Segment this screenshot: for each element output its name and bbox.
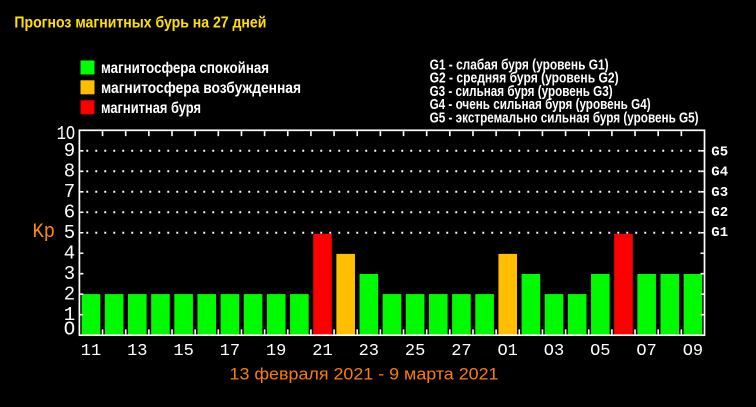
svg-text:G3 - сильная буря (уровень G3): G3 - сильная буря (уровень G3) (430, 84, 613, 100)
svg-text:O9: O9 (683, 342, 703, 361)
svg-text:2: 2 (64, 284, 75, 306)
svg-text:13: 13 (127, 342, 147, 361)
svg-text:O3: O3 (544, 342, 564, 361)
svg-text:G4 - очень сильная буря (урове: G4 - очень сильная буря (уровень G4) (430, 97, 651, 113)
svg-text:9: 9 (64, 140, 75, 162)
svg-text:Kp: Kp (33, 221, 56, 244)
svg-text:G1: G1 (711, 225, 728, 241)
svg-text:3: 3 (64, 263, 75, 285)
svg-text:G2: G2 (711, 205, 728, 221)
svg-text:G4: G4 (711, 165, 728, 181)
svg-text:магнитосфера возбужденная: магнитосфера возбужденная (101, 80, 301, 97)
svg-text:15: 15 (173, 342, 193, 361)
svg-text:27: 27 (451, 342, 471, 361)
svg-text:O: O (64, 319, 75, 341)
svg-text:1: 1 (64, 304, 75, 326)
svg-text:23: 23 (359, 342, 379, 361)
svg-text:Прогноз магнитных бурь на 27 д: Прогноз магнитных бурь на 27 дней (14, 15, 266, 32)
svg-text:11: 11 (81, 342, 101, 361)
svg-text:G2 - средняя буря (уровень G2): G2 - средняя буря (уровень G2) (430, 71, 619, 87)
svg-text:1O: 1O (57, 123, 76, 145)
svg-text:25: 25 (405, 342, 425, 361)
svg-text:G5 - экстремально сильная буря: G5 - экстремально сильная буря (уровень … (430, 111, 699, 127)
svg-text:O1: O1 (497, 342, 517, 361)
svg-text:O5: O5 (590, 342, 610, 361)
svg-text:6: 6 (64, 202, 75, 224)
svg-text:8: 8 (64, 161, 75, 183)
svg-text:G5: G5 (711, 145, 728, 161)
svg-text:19: 19 (266, 342, 286, 361)
svg-text:G1 - слабая буря (уровень G1): G1 - слабая буря (уровень G1) (430, 57, 609, 73)
svg-text:O7: O7 (636, 342, 656, 361)
svg-text:5: 5 (64, 222, 75, 244)
svg-text:магнитосфера спокойная: магнитосфера спокойная (101, 60, 269, 77)
svg-text:магнитная буря: магнитная буря (101, 100, 201, 117)
svg-text:13 февраля 2021 - 9 марта 2021: 13 февраля 2021 - 9 марта 2021 (230, 366, 499, 384)
svg-text:4: 4 (64, 243, 75, 265)
svg-text:7: 7 (64, 181, 75, 203)
svg-text:21: 21 (312, 342, 332, 361)
svg-text:17: 17 (220, 342, 240, 361)
svg-text:G3: G3 (711, 185, 728, 201)
